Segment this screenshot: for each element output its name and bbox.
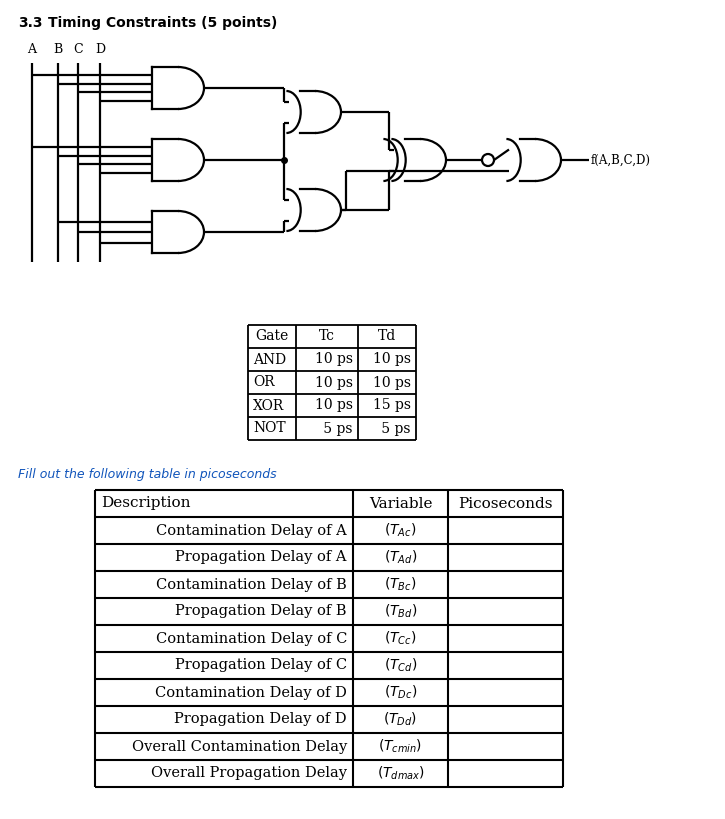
Text: Propagation Delay of D: Propagation Delay of D bbox=[175, 713, 347, 726]
Text: 10 ps: 10 ps bbox=[373, 375, 411, 390]
Text: Overall Propagation Delay: Overall Propagation Delay bbox=[151, 767, 347, 781]
Text: 3.3: 3.3 bbox=[18, 16, 43, 30]
Text: Contamination Delay of C: Contamination Delay of C bbox=[156, 631, 347, 645]
Text: $(T_{dmax})$: $(T_{dmax})$ bbox=[376, 765, 424, 782]
Text: 5 ps: 5 ps bbox=[378, 422, 411, 436]
Text: A: A bbox=[28, 43, 36, 56]
Text: Contamination Delay of D: Contamination Delay of D bbox=[155, 686, 347, 699]
Text: Td: Td bbox=[378, 329, 396, 343]
Text: Propagation Delay of B: Propagation Delay of B bbox=[175, 604, 347, 618]
Text: Variable: Variable bbox=[369, 496, 432, 510]
Text: Picoseconds: Picoseconds bbox=[458, 496, 552, 510]
Text: Contamination Delay of A: Contamination Delay of A bbox=[157, 523, 347, 537]
Text: C: C bbox=[73, 43, 83, 56]
Text: Contamination Delay of B: Contamination Delay of B bbox=[157, 577, 347, 591]
Text: 10 ps: 10 ps bbox=[315, 352, 353, 366]
Text: B: B bbox=[54, 43, 62, 56]
Text: NOT: NOT bbox=[253, 422, 286, 436]
Text: $(T_{Dd})$: $(T_{Dd})$ bbox=[384, 711, 418, 728]
Text: OR: OR bbox=[253, 375, 275, 390]
Text: $(T_{Ad})$: $(T_{Ad})$ bbox=[384, 549, 417, 566]
Text: 10 ps: 10 ps bbox=[373, 352, 411, 366]
Text: $(T_{cmin})$: $(T_{cmin})$ bbox=[378, 738, 423, 755]
Text: $(T_{Bd})$: $(T_{Bd})$ bbox=[384, 603, 417, 620]
Text: $(T_{Bc})$: $(T_{Bc})$ bbox=[384, 576, 417, 593]
Text: Propagation Delay of C: Propagation Delay of C bbox=[175, 658, 347, 672]
Text: AND: AND bbox=[253, 352, 286, 366]
Text: D: D bbox=[95, 43, 105, 56]
Text: $(T_{Ac})$: $(T_{Ac})$ bbox=[384, 522, 417, 539]
Text: Propagation Delay of A: Propagation Delay of A bbox=[175, 550, 347, 564]
Text: 15 ps: 15 ps bbox=[373, 399, 411, 413]
Text: 5 ps: 5 ps bbox=[320, 422, 353, 436]
Text: 10 ps: 10 ps bbox=[315, 399, 353, 413]
Text: Gate: Gate bbox=[255, 329, 289, 343]
Text: $(T_{Cd})$: $(T_{Cd})$ bbox=[384, 657, 417, 674]
Text: Tc: Tc bbox=[319, 329, 335, 343]
Text: $(T_{Dc})$: $(T_{Dc})$ bbox=[384, 684, 417, 701]
Text: Overall Contamination Delay: Overall Contamination Delay bbox=[132, 740, 347, 753]
Text: f(A,B,C,D): f(A,B,C,D) bbox=[591, 153, 651, 166]
Text: 10 ps: 10 ps bbox=[315, 375, 353, 390]
Text: Fill out the following table in picoseconds: Fill out the following table in picoseco… bbox=[18, 468, 277, 481]
Text: Description: Description bbox=[101, 496, 191, 510]
Text: $(T_{Cc})$: $(T_{Cc})$ bbox=[384, 630, 417, 647]
Text: Timing Constraints (5 points): Timing Constraints (5 points) bbox=[48, 16, 278, 30]
Text: XOR: XOR bbox=[253, 399, 284, 413]
